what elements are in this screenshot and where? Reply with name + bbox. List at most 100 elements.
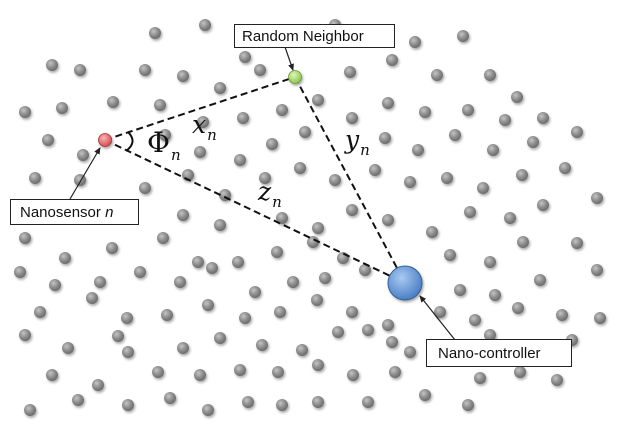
background-node (517, 236, 529, 248)
background-node (254, 64, 266, 76)
background-node (161, 309, 173, 321)
background-node (382, 214, 394, 226)
distance-x-label: xn (192, 110, 217, 144)
background-node (487, 144, 499, 156)
controller-pointer (419, 295, 456, 341)
nanosensor-label: Nanosensor n (10, 199, 139, 225)
background-node (484, 256, 496, 268)
background-node (274, 306, 286, 318)
background-node (214, 332, 226, 344)
nano-controller-node (387, 265, 423, 301)
background-node (389, 366, 401, 378)
background-node (514, 366, 526, 378)
background-node (234, 154, 246, 166)
nanosensor-text: Nanosensor (20, 204, 106, 221)
background-node (19, 329, 31, 341)
background-node (56, 102, 68, 114)
background-node (276, 104, 288, 116)
background-node (347, 369, 359, 381)
background-node (362, 324, 374, 336)
background-node (239, 312, 251, 324)
background-node (206, 262, 218, 274)
background-node (504, 212, 516, 224)
angle-arc (125, 131, 134, 152)
background-node (202, 299, 214, 311)
background-node (319, 272, 331, 284)
background-node (197, 116, 209, 128)
background-node (294, 162, 306, 174)
distance-z-label: zn (257, 177, 282, 211)
background-node (249, 286, 261, 298)
background-node (426, 226, 438, 238)
background-node (404, 176, 416, 188)
background-node (537, 112, 549, 124)
background-node (234, 364, 246, 376)
background-node (299, 126, 311, 138)
background-node (19, 232, 31, 244)
background-node (591, 264, 603, 276)
background-node (92, 379, 104, 391)
background-node (112, 330, 124, 342)
random-neighbor-node (288, 70, 302, 84)
background-node (256, 339, 268, 351)
background-node (214, 219, 226, 231)
background-node (359, 264, 371, 276)
background-node (382, 319, 394, 331)
background-node (474, 372, 486, 384)
distance-y-label: yn (344, 125, 370, 159)
background-node (551, 374, 563, 386)
background-node (177, 342, 189, 354)
background-node (42, 134, 54, 146)
background-node (312, 396, 324, 408)
background-node (511, 91, 523, 103)
background-node (24, 404, 36, 416)
background-node (194, 146, 206, 158)
background-node (199, 19, 211, 31)
background-node (46, 369, 58, 381)
background-node (242, 396, 254, 408)
background-node (346, 204, 358, 216)
background-node (276, 212, 288, 224)
background-node (154, 99, 166, 111)
background-node (457, 30, 469, 42)
background-node (382, 97, 394, 109)
background-node (34, 306, 46, 318)
background-node (369, 164, 381, 176)
background-node (139, 182, 151, 194)
background-node (214, 82, 226, 94)
background-node (139, 64, 151, 76)
background-node (337, 252, 349, 264)
background-node (202, 404, 214, 416)
background-node (232, 256, 244, 268)
background-node (194, 369, 206, 381)
background-node (14, 266, 26, 278)
background-node (419, 106, 431, 118)
background-node (431, 69, 443, 81)
background-node (386, 336, 398, 348)
edge-sensor-neighbor (104, 76, 296, 141)
background-node (559, 162, 571, 174)
random-neighbor-text: Random Neighbor (242, 28, 364, 45)
background-node (484, 69, 496, 81)
background-node (329, 174, 341, 186)
background-node (594, 312, 606, 324)
background-node (77, 149, 89, 161)
nanosensor-node (98, 133, 112, 147)
background-node (122, 346, 134, 358)
background-node (107, 96, 119, 108)
background-node (312, 94, 324, 106)
background-node (177, 70, 189, 82)
background-node (419, 389, 431, 401)
nanosensor-index: n (105, 204, 114, 221)
background-node (571, 126, 583, 138)
background-node (49, 279, 61, 291)
background-node (311, 294, 323, 306)
background-node (462, 399, 474, 411)
background-node (412, 144, 424, 156)
background-node (271, 246, 283, 258)
background-node (332, 326, 344, 338)
background-node (72, 394, 84, 406)
background-node (276, 399, 288, 411)
background-node (46, 59, 58, 71)
